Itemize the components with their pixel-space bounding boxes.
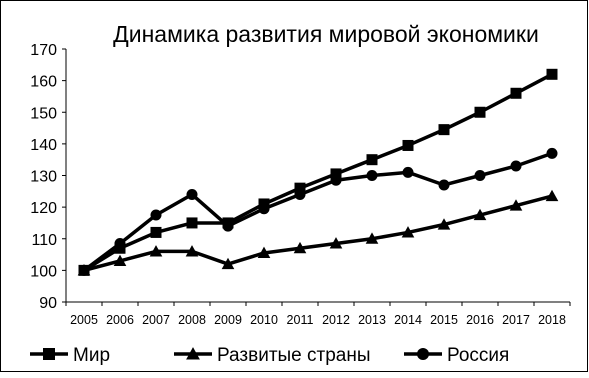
data-point [366,154,378,166]
data-point [545,189,559,202]
data-point [293,241,307,254]
data-point [186,217,198,229]
y-tick-label: 170 [30,42,57,59]
data-point [150,226,162,238]
x-tick-label: 2008 [178,313,206,327]
data-point [366,170,378,181]
x-tick-label: 2010 [250,313,278,327]
y-tick-label: 90 [39,295,57,312]
legend-marker [43,348,55,360]
data-point [546,68,558,80]
series-line-3 [82,151,553,272]
y-tick-label: 130 [30,169,57,186]
x-tick-label: 2007 [142,313,170,327]
series-line-1 [83,72,553,272]
data-point [294,188,306,200]
x-tick-label: 2017 [502,313,530,327]
data-point [438,179,450,191]
y-tick-label: 150 [30,105,57,122]
data-point [186,188,198,200]
data-point [437,218,451,230]
data-point [257,246,271,259]
data-point [438,124,450,136]
legend-label: Развитые страны [217,345,371,366]
data-point [149,245,163,257]
data-point [401,226,415,238]
legend: Мир Развитые страны Россия [30,345,509,366]
data-point [330,174,342,186]
data-point [546,147,558,159]
x-tick-label: 2005 [70,313,98,327]
legend-marker [186,347,200,360]
legend-marker [417,348,429,360]
legend-label: Россия [447,345,509,366]
data-point [222,220,234,232]
data-point [402,166,414,178]
data-point [78,264,90,276]
y-tick-label: 160 [30,74,57,91]
chart-title: Динамика развития мировой экономики [113,21,539,47]
data-point [474,170,486,181]
data-point [330,168,342,180]
y-tick-label: 140 [30,137,57,154]
x-tick-label: 2018 [538,313,566,327]
series-line-2 [83,194,553,273]
data-point [473,208,487,221]
legend-label: Мир [73,345,110,366]
data-point [221,257,235,270]
data-point [113,254,127,266]
data-point [150,209,162,221]
data-point [510,160,522,172]
data-point [294,182,306,194]
x-tick-label: 2011 [287,313,314,327]
data-point [509,199,523,211]
data-point [402,139,414,151]
y-tick-label: 120 [30,200,57,217]
x-tick-label: 2013 [358,313,386,327]
data-point [185,245,199,257]
x-tick-label: 2009 [214,313,242,327]
y-tick-label: 110 [31,232,57,249]
data-point [510,87,522,99]
data-point [114,237,126,249]
data-point [474,106,486,118]
data-point [258,203,270,215]
data-point [329,237,343,249]
data-point [365,232,379,244]
y-tick-label: 100 [30,263,57,280]
x-tick-label: 2006 [106,313,134,327]
plot-area: 90 100 110 120 130 140 150 160 170 2005 2006 2007 20… [30,42,571,327]
x-tick-label: 2014 [394,313,422,327]
x-tick-label: 2012 [322,313,350,327]
x-tick-label: 2016 [466,313,494,327]
x-tick-label: 2015 [430,313,458,327]
